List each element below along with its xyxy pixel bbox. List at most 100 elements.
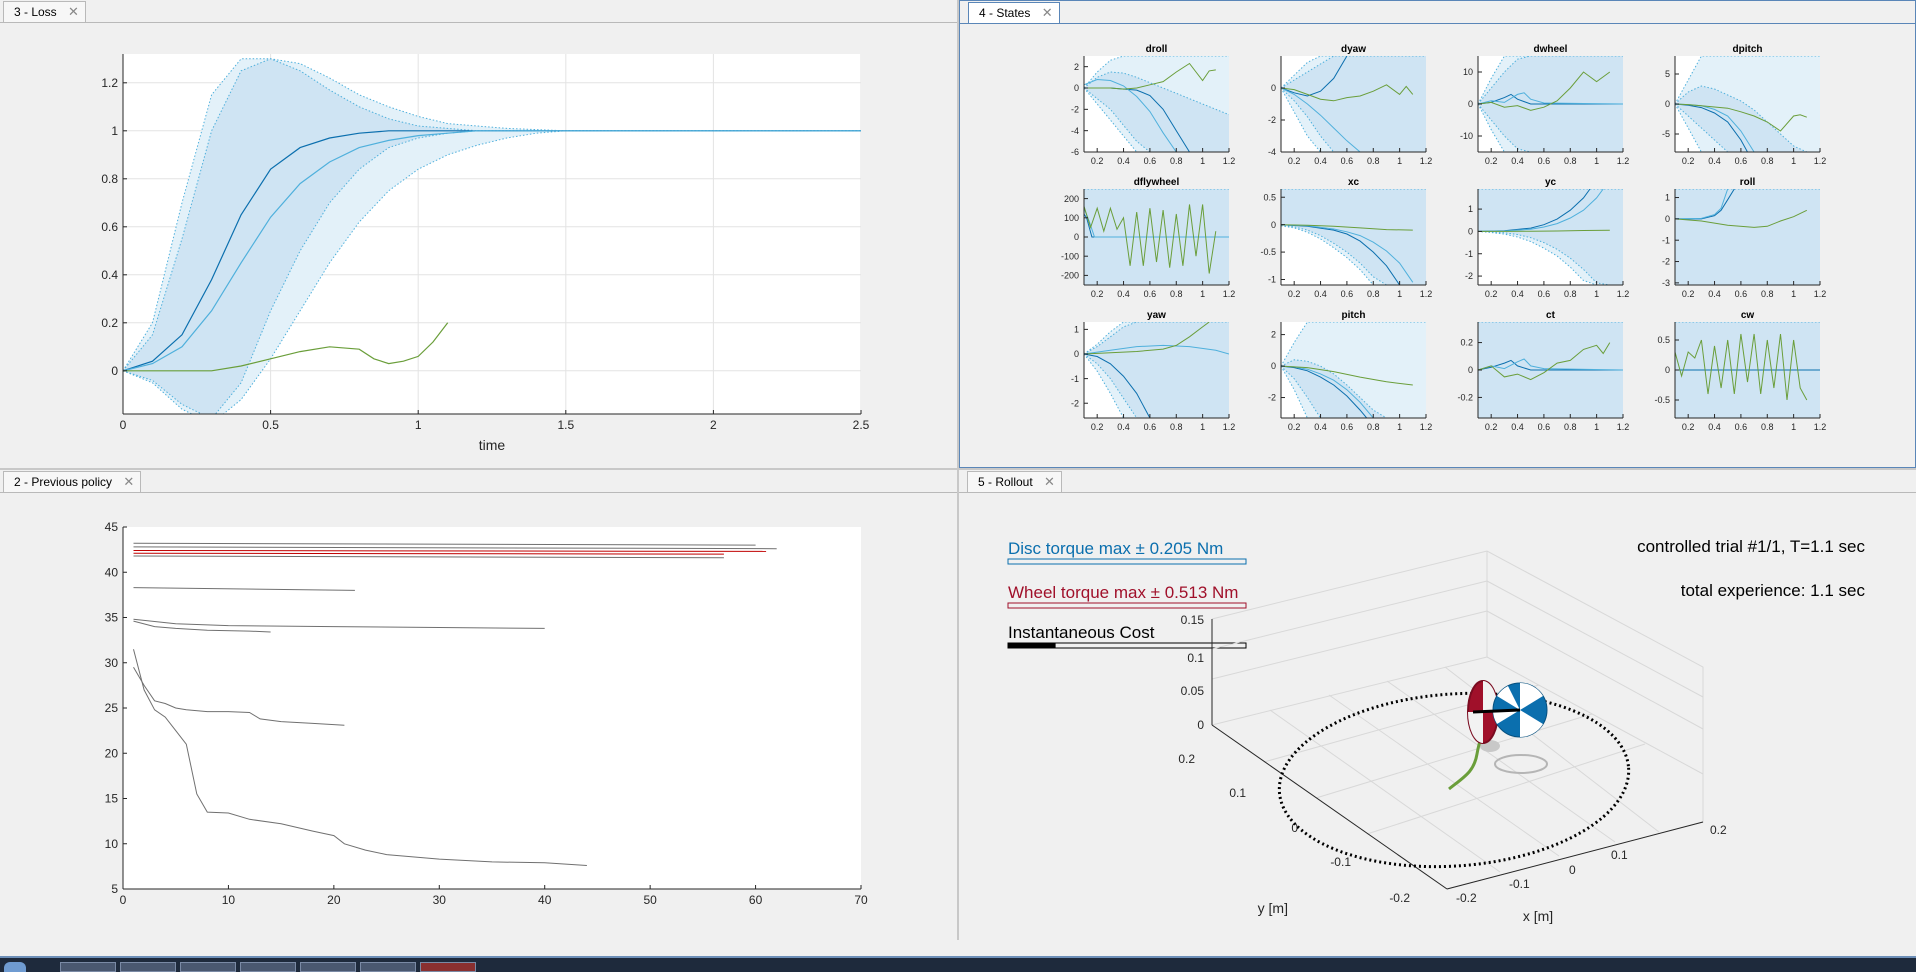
chart-dpitch: 0.2 0.4 0.6 0.8 1 1.2 5 0 -5 dpitch [1662,44,1826,166]
close-icon[interactable]: ✕ [123,474,135,489]
taskbar-button[interactable] [360,962,416,972]
plot-contents [1281,56,1426,152]
x-axis-label: time [479,437,506,453]
vertical-splitter[interactable] [957,0,959,940]
y-tick-label: 2 [1271,330,1276,340]
chart-yc: 0.2 0.4 0.6 0.8 1 1.2 1 0 -1 -2 yc [1465,177,1629,299]
close-icon[interactable]: ✕ [1044,474,1055,489]
y-tick-label: 0.2 [101,316,118,330]
series-line-green [1478,342,1611,381]
x-tick-label: 1.2 [1223,289,1236,299]
z-tick-labels: 0.15 0.1 0.05 0 [1181,613,1205,732]
states-figure-area: 0.2 0.4 0.6 0.8 1 1.2 2 0 -2 -4 -6 droll 0.2 0.4 0.6 0.… [960,23,1915,467]
series-line-light_blue [1478,358,1623,371]
confidence-band-outer-edge [1675,103,1820,152]
confidence-band-inner-edge [1281,56,1426,89]
y-tick-label: -2 [1071,398,1079,408]
y-tick-label: 0 [1271,83,1276,93]
x-tick-labels: -0.2 -0.1 0 0.1 0.2 [1456,823,1727,905]
y-tick-label: 0.2 [1460,338,1473,348]
series-line-red [133,552,724,555]
y-tick-label: 0.5 [1263,192,1276,202]
y-tick-label: 0 [1665,365,1670,375]
x-tick-label: 0.2 [1091,156,1104,166]
wheel-torque-bar [1007,602,1247,609]
x-tick-label: 1.2 [1223,422,1236,432]
x-tick-label: 0.8 [1170,156,1183,166]
tab-rollout[interactable]: 5 - Rollout ✕ [967,471,1062,492]
x-tick-label: 1.2 [1420,289,1433,299]
x-tick-label: 0.2 [1485,156,1498,166]
taskbar-button[interactable] [240,962,296,972]
tab-previous-policy[interactable]: 2 - Previous policy ✕ [3,471,142,492]
x-tick-label: 2.5 [853,418,870,432]
taskbar-button[interactable] [120,962,176,972]
x-tick-label: 0.6 [1538,156,1551,166]
plot-contents [1675,56,1820,152]
disc-torque-bar [1007,558,1247,565]
policy-tabbar: 2 - Previous policy ✕ [0,470,957,493]
unicycle-shadow [1494,754,1548,774]
y-tick-label: -2 [1071,104,1079,114]
unicycle-axle [1472,708,1521,714]
horizontal-splitter[interactable] [0,468,1916,470]
x-tick-label: 0.6 [1341,156,1354,166]
trial-status: controlled trial #1/1, T=1.1 sec [1637,537,1865,556]
taskbar-button[interactable] [300,962,356,972]
y-tick-label: 1 [1665,193,1670,203]
rollout-pane: 5 - Rollout ✕ Disc torque max ± 0.205 Nm… [959,470,1916,940]
confidence-band-outer-edge [123,130,861,414]
y-tick-label: -0.5 [1654,395,1670,405]
x-tick-label: 0.2 [1682,289,1695,299]
y-tick-label: -1 [1662,235,1670,245]
y-tick-label: 1 [1074,325,1079,335]
tab-loss[interactable]: 3 - Loss ✕ [3,1,86,22]
chart-dflywheel: 0.2 0.4 0.6 0.8 1 1.2 200 100 0 -100 -200 dflywheel [1061,177,1235,299]
x-tick: -0.1 [1509,877,1530,891]
chart-title: pitch [1342,310,1366,321]
y-tick-label: 0.6 [101,220,118,234]
tab-states-label: 4 - States [979,6,1031,20]
x-tick-label: 0.4 [1117,156,1130,166]
x-tick-label: 0.8 [1564,156,1577,166]
start-button[interactable] [4,962,26,972]
taskbar-button[interactable] [180,962,236,972]
confidence-band-outer-edge [1675,56,1820,105]
chart-title: dflywheel [1134,177,1180,188]
series-line-gray [133,555,724,559]
3d-axes-box [1211,550,1704,890]
series-line-green [1084,204,1217,274]
y-tick-label: 0 [111,364,118,378]
close-icon[interactable]: ✕ [68,4,79,19]
close-icon[interactable]: ✕ [1041,5,1053,20]
x-tick-label: 0.8 [1367,422,1380,432]
experience-status: total experience: 1.1 sec [1681,581,1866,600]
series-line-light_blue [1281,87,1361,152]
y-tick-label: -200 [1061,271,1079,281]
plot-contents [1084,322,1229,418]
taskbar-button[interactable] [420,962,476,972]
x-tick-label: 0.6 [1144,156,1157,166]
x-tick-label: 60 [749,893,763,907]
confidence-band-inner-edge [1281,87,1426,152]
y-tick-label: 0 [1074,349,1079,359]
x-tick-label: 0.2 [1682,422,1695,432]
x-tick-label: 1 [1791,156,1796,166]
taskbar-button[interactable] [60,962,116,972]
x-tick-label: 1.2 [1617,156,1630,166]
x-tick-label: 1.2 [1814,422,1827,432]
confidence-band-inner [1084,72,1229,152]
y-tick-label: 5 [111,882,118,896]
y-tick-label: 30 [105,656,119,670]
y-tick-label: 10 [105,837,119,851]
chart-dyaw: 0.2 0.4 0.6 0.8 1 1.2 0 -2 -4 dyaw [1268,44,1432,166]
confidence-band-inner [1478,189,1623,285]
chart-previous-policy: 0 10 20 30 40 50 60 70 5 10 15 20 25 30 35 40 45 [105,520,868,907]
confidence-band-inner-edge [1675,103,1820,152]
series-line-green [1675,333,1808,401]
tab-states[interactable]: 4 - States ✕ [968,2,1060,23]
x-tick-label: 0.4 [1314,289,1327,299]
chart-ct: 0.2 0.4 0.6 0.8 1 1.2 0.2 0 -0.2 ct [1457,310,1629,432]
chart-title: droll [1146,44,1168,55]
series-line-gray [133,546,777,550]
